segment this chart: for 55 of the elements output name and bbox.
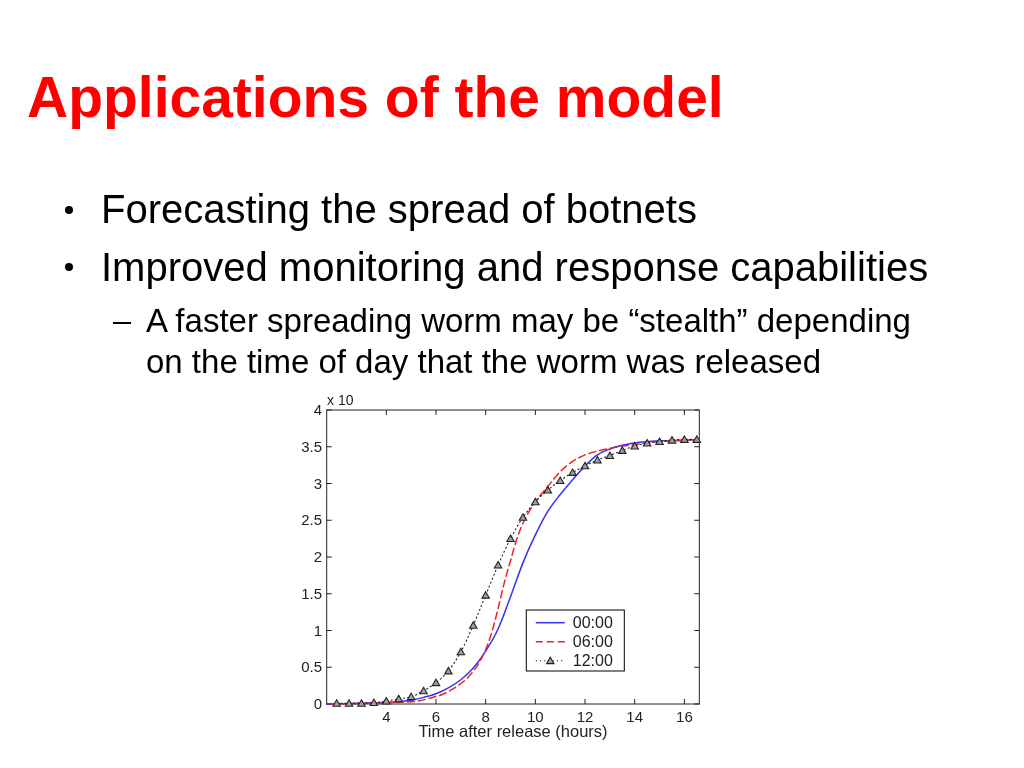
y-tick-label: 4 (313, 401, 322, 418)
legend-label: 12:00 (572, 652, 613, 670)
point (382, 697, 391, 705)
y-tick-label: 3 (313, 474, 322, 492)
point (655, 437, 664, 446)
text: x 10 (327, 392, 354, 408)
x-tick-label: 12 (576, 708, 594, 725)
text: Improved monitoring and response capabilities (101, 245, 929, 289)
x-tick-label: 6 (431, 708, 441, 725)
legend-label: 00:00 (572, 614, 613, 632)
y-tick-label: 3.5 (301, 437, 322, 455)
x-tick-label: 14 (626, 708, 644, 725)
point (568, 468, 577, 476)
y-tick-label: 0 (313, 695, 322, 712)
chart-title: Applications of the model (27, 65, 724, 129)
point (444, 666, 453, 675)
y-tick-label: 2.5 (301, 511, 322, 529)
point (419, 686, 428, 695)
point (692, 435, 702, 443)
point (618, 446, 627, 454)
point (580, 461, 590, 470)
point (493, 561, 503, 569)
point (357, 699, 366, 707)
y-tick-label: 2 (313, 548, 322, 565)
x-tick-label: 16 (676, 708, 693, 725)
point (456, 647, 466, 656)
point (369, 698, 379, 707)
y-tick-label: 1 (313, 621, 322, 639)
legend-label: 06:00 (572, 633, 613, 651)
x-tick-label: 10 (527, 708, 544, 725)
point (605, 451, 615, 460)
point (555, 476, 565, 485)
point (518, 513, 528, 521)
point (394, 694, 404, 703)
x-axis-title: Time after release (hours) (418, 722, 608, 740)
point (506, 534, 515, 543)
point (642, 439, 652, 447)
point (406, 692, 416, 701)
point (543, 486, 553, 494)
point (630, 441, 639, 450)
y-tick-label: 0.5 (301, 658, 322, 676)
point (593, 455, 602, 464)
point (344, 699, 354, 707)
point (680, 435, 689, 443)
text: A faster spreading worm may be “stealth” depending on the time of day that the worm was released (146, 302, 911, 380)
point (468, 621, 478, 629)
point (431, 678, 441, 687)
x-tick-label: 8 (481, 708, 490, 725)
point (481, 591, 490, 599)
point (332, 699, 341, 707)
y-tick-label: 1.5 (301, 584, 322, 602)
text: Forecasting the spread of botnets (101, 187, 697, 231)
point (667, 436, 677, 444)
point (531, 497, 540, 506)
x-tick-label: 4 (382, 708, 391, 725)
